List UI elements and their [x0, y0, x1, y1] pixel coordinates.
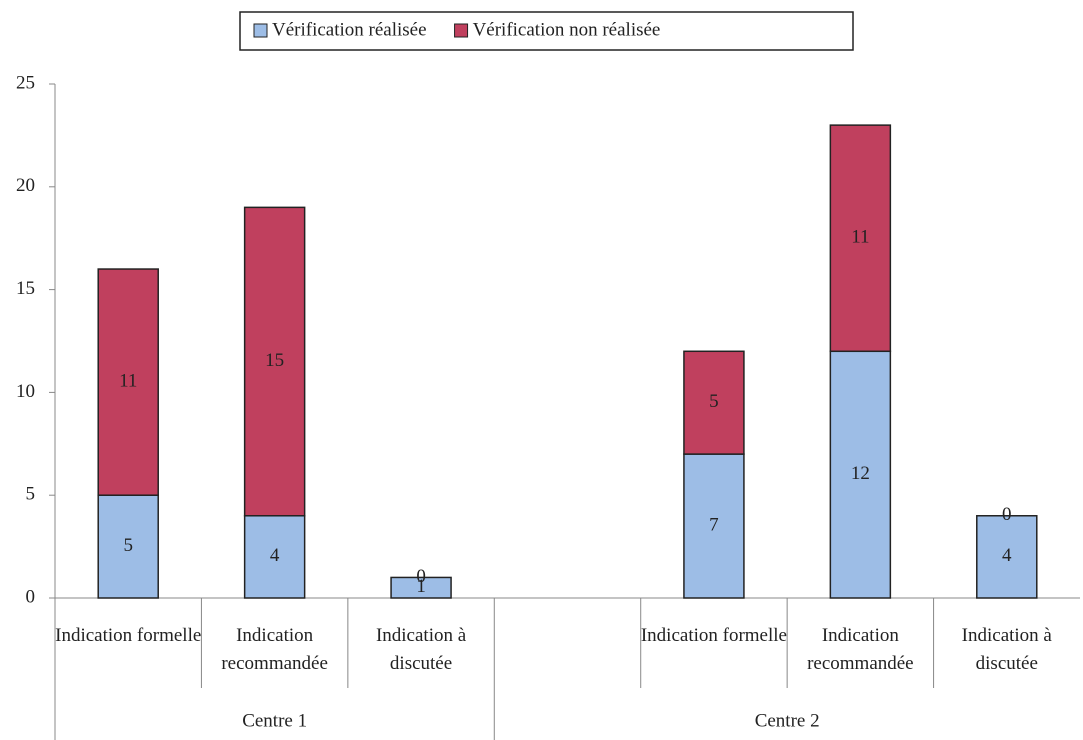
- data-label: 1: [416, 576, 426, 597]
- x-tick-label: Indication à discutée: [961, 625, 1052, 674]
- legend-swatch: [454, 23, 469, 38]
- group-label: Centre 2: [755, 710, 820, 731]
- group-label: Centre 1: [242, 710, 307, 731]
- legend-swatch: [253, 23, 268, 38]
- data-label: 7: [709, 514, 719, 535]
- bar-segment: [829, 350, 892, 599]
- x-tick-label: Indication recommandée: [221, 625, 328, 674]
- data-label: 0: [416, 566, 426, 587]
- y-tick-label: 5: [26, 484, 36, 505]
- y-tick-label: 0: [26, 586, 36, 607]
- x-tick-label: Indication formelle: [640, 625, 787, 646]
- data-label: 12: [851, 463, 870, 484]
- data-label: 0: [1002, 504, 1012, 525]
- y-tick-label: 20: [16, 175, 35, 196]
- data-label: 11: [851, 227, 869, 248]
- bar-segment: [683, 453, 745, 599]
- y-tick-label: 25: [16, 72, 35, 93]
- x-tick-label: Indication formelle: [55, 625, 202, 646]
- bar-segment: [243, 515, 306, 599]
- bar-segment: [829, 124, 892, 353]
- y-tick-label: 15: [16, 278, 35, 299]
- x-tick-label: Indication recommandée: [807, 625, 914, 674]
- data-label: 15: [265, 350, 284, 371]
- bar-segment: [683, 350, 745, 455]
- bar-segment: [97, 268, 159, 496]
- data-label: 11: [119, 370, 137, 391]
- bar-segment: [976, 515, 1038, 599]
- data-label: 4: [1002, 545, 1012, 566]
- legend-box: [239, 11, 854, 51]
- data-label: 5: [123, 535, 133, 556]
- legend-label: Vérification réalisée: [272, 19, 427, 40]
- x-tick-label: Indication à discutée: [375, 625, 467, 674]
- bar-segment: [97, 494, 159, 599]
- data-label: 4: [270, 545, 280, 566]
- bar-segment: [243, 206, 306, 517]
- y-tick-label: 10: [16, 381, 35, 402]
- legend-label: Vérification non réalisée: [473, 19, 661, 40]
- data-label: 5: [709, 391, 719, 412]
- bar-segment: [390, 576, 452, 599]
